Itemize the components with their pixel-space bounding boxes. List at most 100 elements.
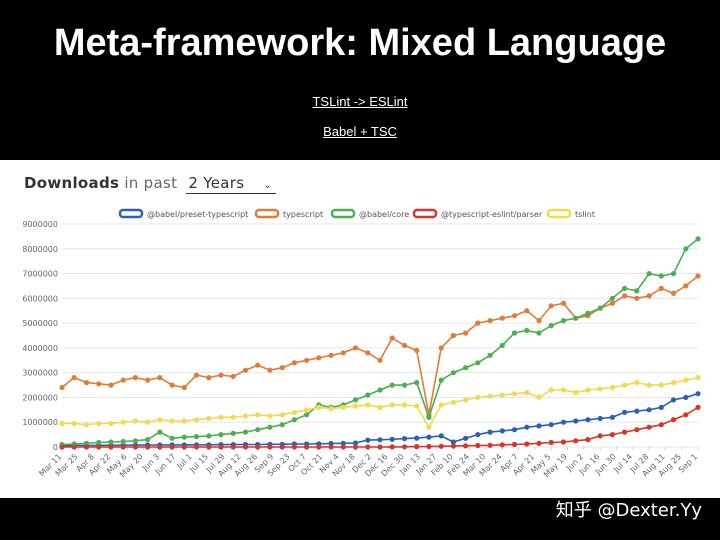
data-point [193,417,200,423]
data-point [634,288,640,294]
data-point [438,345,444,351]
data-point [83,380,90,386]
data-point [536,394,542,400]
data-point [426,443,432,450]
data-point [218,372,224,378]
data-point [670,397,677,403]
data-point [524,389,530,396]
data-point [438,443,444,449]
data-point [389,335,395,341]
y-tick-label: 0 [53,443,58,452]
data-point [279,365,285,371]
data-point [169,444,175,450]
data-point [279,412,285,418]
data-point [670,290,677,296]
data-point [511,441,518,448]
data-point [683,394,689,400]
data-point [71,444,77,450]
data-point [573,418,579,424]
data-point [377,387,383,393]
watermark: 知乎 @Dexter.Yy [555,500,702,521]
data-point [145,437,151,443]
link-tslint-eslint[interactable]: TSLint -> ESLint [312,94,408,109]
data-point [377,404,383,410]
data-point [450,443,456,449]
data-point [59,420,65,427]
data-point [157,417,163,423]
data-point [83,440,90,446]
data-point [83,422,90,428]
data-point [377,437,383,443]
series-line [61,238,699,446]
data-point [328,444,334,450]
data-point [132,444,138,450]
data-point [511,391,518,397]
legend-label: @babel/preset-typescript [147,210,248,219]
data-point [683,283,689,289]
data-point [438,402,444,408]
data-point [475,394,481,400]
data-point [267,424,273,430]
data-point [536,423,542,429]
data-point [340,440,346,446]
data-point [120,438,126,445]
data-point [83,444,90,450]
legend-label: typescript [283,210,323,219]
data-point [414,347,420,353]
data-point [365,437,371,443]
data-point [658,273,664,279]
data-point [670,271,677,277]
data-point [389,402,395,408]
data-point [414,380,420,386]
data-point [145,419,151,425]
data-point [193,444,200,450]
data-point [487,442,493,448]
data-point [670,380,677,386]
data-point [560,300,567,306]
data-point [511,330,518,336]
data-point [365,444,371,450]
data-point [145,444,151,450]
link-babel-tsc[interactable]: Babel + TSC [323,124,397,139]
data-point [401,342,408,348]
downloads-panel: Downloads in past 2 Years ⌄ 0 1000000 2000… [0,160,720,498]
data-point [560,439,567,445]
data-point [328,406,334,412]
data-point [487,318,493,324]
data-point [291,360,297,366]
data-point [340,404,346,410]
data-point [255,444,261,450]
data-point [145,377,151,383]
data-point [242,429,249,435]
data-point [573,315,579,321]
data-point [340,350,346,356]
data-point [450,439,456,445]
period-select[interactable]: 2 Years ⌄ [186,174,277,194]
data-point [622,382,628,388]
data-point [389,436,395,442]
x-tick-label: Sep 1 [677,452,699,474]
data-point [414,435,420,441]
series-line [61,275,699,415]
data-point [609,432,616,438]
data-point [230,373,236,379]
data-point [365,392,371,398]
data-point [450,332,456,339]
period-value: 2 Years [188,174,245,192]
data-point [585,310,591,316]
data-point [463,443,469,449]
data-point [548,439,554,446]
data-point [573,389,579,396]
data-point [683,412,689,418]
y-tick-label: 5000000 [22,319,58,328]
data-point [475,432,481,438]
data-point [487,429,493,435]
data-point [255,427,261,433]
data-point [157,429,163,435]
data-point [401,444,408,450]
data-point [597,415,603,422]
data-point [426,434,432,440]
data-point [560,318,567,324]
data-point [279,422,285,428]
data-point [463,330,469,336]
